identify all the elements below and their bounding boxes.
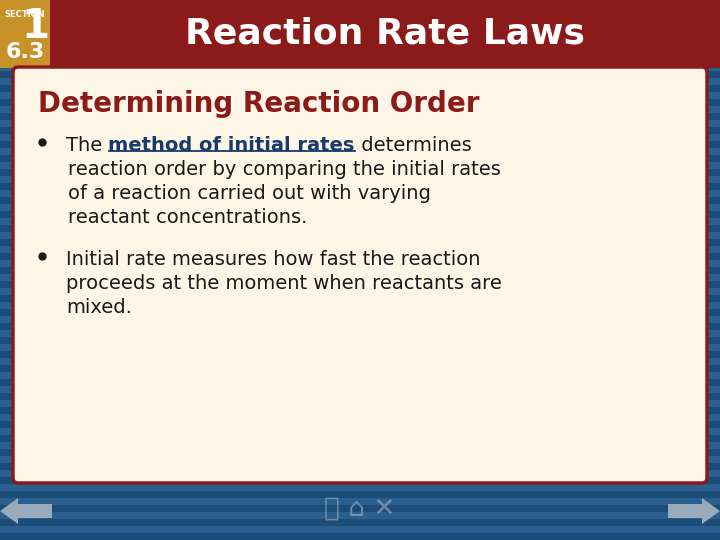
- Bar: [0, 22, 720, 29]
- Bar: [0, 358, 720, 365]
- Bar: [0, 491, 720, 498]
- Text: Initial rate measures how fast the reaction: Initial rate measures how fast the react…: [66, 250, 480, 269]
- Text: Determining Reaction Order: Determining Reaction Order: [38, 90, 480, 118]
- Bar: [0, 8, 720, 15]
- Bar: [0, 442, 720, 449]
- Bar: [0, 421, 720, 428]
- Bar: [0, 498, 720, 505]
- Text: reaction order by comparing the initial rates: reaction order by comparing the initial …: [68, 160, 501, 179]
- Bar: [0, 197, 720, 204]
- FancyArrow shape: [668, 498, 720, 524]
- Bar: [0, 211, 720, 218]
- Bar: [0, 372, 720, 379]
- Bar: [0, 309, 720, 316]
- Bar: [0, 428, 720, 435]
- Bar: [0, 106, 720, 113]
- Bar: [0, 505, 720, 512]
- FancyBboxPatch shape: [13, 67, 707, 483]
- Bar: [0, 519, 720, 526]
- Bar: [0, 64, 720, 71]
- Text: determines: determines: [355, 136, 472, 155]
- Text: ⎖ ⌂ ✕: ⎖ ⌂ ✕: [324, 496, 396, 522]
- Bar: [0, 288, 720, 295]
- Bar: [0, 323, 720, 330]
- Bar: [0, 169, 720, 176]
- Bar: [0, 484, 720, 491]
- FancyArrow shape: [0, 498, 52, 524]
- Text: mixed.: mixed.: [66, 298, 132, 317]
- Bar: [0, 0, 720, 68]
- Text: method of initial rates: method of initial rates: [109, 136, 355, 155]
- Bar: [0, 316, 720, 323]
- Bar: [0, 414, 720, 421]
- Bar: [0, 155, 720, 162]
- Bar: [0, 253, 720, 260]
- Bar: [0, 365, 720, 372]
- Bar: [0, 176, 720, 183]
- Bar: [0, 386, 720, 393]
- Bar: [0, 512, 720, 519]
- Bar: [0, 232, 720, 239]
- Bar: [0, 1, 720, 8]
- Bar: [0, 400, 720, 407]
- Bar: [0, 435, 720, 442]
- Bar: [0, 99, 720, 106]
- Bar: [0, 120, 720, 127]
- Bar: [0, 477, 720, 484]
- Bar: [0, 113, 720, 120]
- Bar: [0, 148, 720, 155]
- Bar: [0, 141, 720, 148]
- Bar: [0, 274, 720, 281]
- Text: 6.3: 6.3: [5, 42, 45, 62]
- Bar: [0, 218, 720, 225]
- Bar: [0, 0, 50, 68]
- Bar: [0, 43, 720, 50]
- Bar: [0, 456, 720, 463]
- Bar: [0, 0, 720, 1]
- Bar: [0, 281, 720, 288]
- Bar: [0, 50, 720, 57]
- Bar: [0, 29, 720, 36]
- Bar: [0, 225, 720, 232]
- Bar: [0, 36, 720, 43]
- Text: proceeds at the moment when reactants are: proceeds at the moment when reactants ar…: [66, 274, 502, 293]
- Bar: [0, 127, 720, 134]
- Bar: [0, 260, 720, 267]
- Bar: [0, 295, 720, 302]
- Bar: [0, 162, 720, 169]
- Bar: [0, 267, 720, 274]
- Bar: [0, 134, 720, 141]
- Bar: [0, 92, 720, 99]
- Bar: [0, 344, 720, 351]
- Bar: [0, 470, 720, 477]
- Text: 1: 1: [21, 7, 49, 47]
- Bar: [0, 337, 720, 344]
- Bar: [0, 526, 720, 533]
- Bar: [0, 407, 720, 414]
- Text: Reaction Rate Laws: Reaction Rate Laws: [185, 17, 585, 51]
- Text: SECTION: SECTION: [5, 10, 45, 19]
- Bar: [0, 351, 720, 358]
- Bar: [0, 204, 720, 211]
- Bar: [0, 246, 720, 253]
- Bar: [0, 71, 720, 78]
- Bar: [0, 85, 720, 92]
- Bar: [0, 302, 720, 309]
- Bar: [0, 393, 720, 400]
- Bar: [0, 379, 720, 386]
- Bar: [0, 190, 720, 197]
- Bar: [0, 183, 720, 190]
- Bar: [0, 57, 720, 64]
- Bar: [0, 533, 720, 540]
- Bar: [0, 463, 720, 470]
- Text: reactant concentrations.: reactant concentrations.: [68, 208, 307, 227]
- Bar: [0, 239, 720, 246]
- Bar: [0, 78, 720, 85]
- Bar: [0, 15, 720, 22]
- Bar: [0, 330, 720, 337]
- Bar: [0, 449, 720, 456]
- Text: of a reaction carried out with varying: of a reaction carried out with varying: [68, 184, 431, 203]
- Text: The: The: [66, 136, 109, 155]
